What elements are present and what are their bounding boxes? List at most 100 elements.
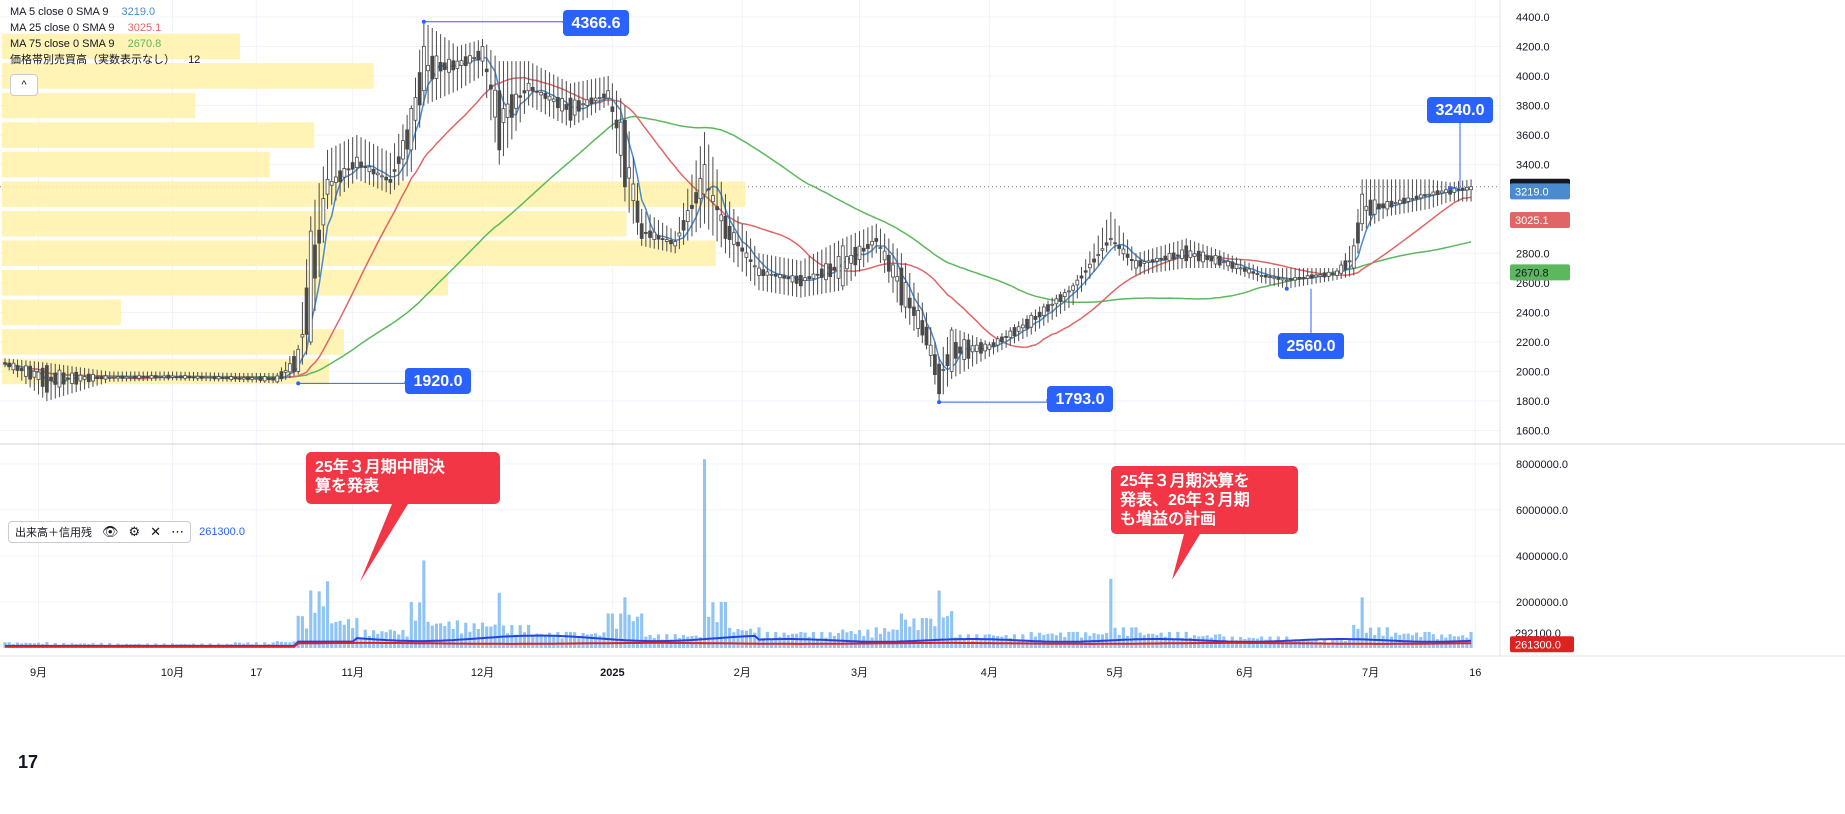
volume-profile-band [2,122,315,148]
candle [690,174,694,237]
candle [1293,268,1297,288]
collapse-legend-button[interactable]: ^ [10,74,38,96]
candle [1301,268,1306,286]
candle-body [560,98,564,112]
candle [1318,268,1323,283]
candle [116,371,120,382]
candle-body [438,62,443,72]
candle-body [321,198,326,226]
ma75-tag: 2670.8 [1510,264,1570,281]
candle [1113,218,1117,251]
candle-body [895,276,900,282]
candle [845,236,849,286]
callout-anchor [1448,186,1453,191]
candle-body [380,175,384,178]
volume-bar [1121,627,1125,648]
volume-bar [585,634,589,648]
volume-bar [1368,627,1373,648]
candle-body [1050,303,1055,306]
candle [392,143,397,190]
candle-body [1108,238,1113,240]
volume-bar [275,641,279,648]
volume-bar [795,633,799,648]
candle-body [32,370,37,378]
more-icon[interactable]: ⋯ [171,524,185,539]
volume-bar [1033,636,1037,648]
volume-bar [1272,641,1276,648]
candle-body [769,273,774,276]
volume-legend-label: 出来高＋信用残 [15,527,92,539]
candle [752,245,757,286]
volume-bar [975,634,979,648]
candle-body [945,354,950,367]
candle-body [426,65,430,72]
volume-bar [610,613,614,648]
candle-body [1234,264,1239,269]
volume-legend-box[interactable]: 出来高＋信用残 👁 ⚙ ✕ ⋯ [8,521,192,543]
candle [1108,211,1113,246]
volume-bar [857,630,862,648]
candle-body [1058,294,1063,302]
candle-body [912,306,916,316]
close-icon[interactable]: ✕ [150,524,162,539]
candle-body [962,339,967,360]
volume-bar [916,630,920,648]
candle [962,332,967,372]
candle [539,67,544,113]
candle-body [367,166,372,173]
candle [1142,250,1147,275]
candle-body [7,362,12,368]
candle [958,330,962,374]
candle [19,359,24,381]
candle-body [1222,261,1226,264]
candle-body [878,247,883,249]
price-tick-label: 3600.0 [1516,130,1550,142]
candle-body [237,377,242,380]
legend-ma75[interactable]: MA 75 close 0 SMA 9 2670.8 [10,36,200,52]
candle-body [1171,252,1176,260]
candle-body [430,55,435,80]
candle [220,372,225,382]
candle [782,257,786,295]
candle [1205,245,1210,269]
candle-body [49,376,53,381]
volume-tag-red: 261300.0 [1510,636,1574,653]
volume-bar [594,633,598,648]
candle-body [1054,298,1059,305]
volume-bar [899,613,903,648]
candle-body [530,87,535,92]
candle [1469,179,1473,202]
time-tick-label: 6月 [1236,667,1253,679]
candle-body [1339,264,1344,274]
callout-box [1278,333,1344,359]
candle [1372,179,1377,224]
candle [422,21,426,106]
candle-body [899,267,904,306]
eye-icon[interactable]: 👁 [102,524,119,539]
candle [380,148,384,191]
candle-body [614,119,619,129]
candle [1167,243,1172,271]
candle [342,141,347,193]
candle [1029,312,1034,335]
candle-body [1142,261,1147,264]
candle [78,367,83,391]
volume-tick-label: 2000000.0 [1516,597,1568,609]
candle-body [459,60,464,66]
candle [1163,244,1168,272]
candle [514,61,518,131]
candle-body [1226,260,1230,267]
candle-body [1242,267,1247,272]
candle [1083,259,1088,286]
legend-volume-profile[interactable]: 価格帯別売買高（実数表示なし） 12 [10,52,200,68]
candle-body [832,266,837,271]
gear-icon[interactable]: ⚙ [128,524,141,539]
candle-body [673,241,678,247]
candle [463,43,468,86]
legend-ma25[interactable]: MA 25 close 0 SMA 9 3025.1 [10,20,200,36]
candle [786,258,791,296]
volume-bar [757,627,761,648]
legend-ma5[interactable]: MA 5 close 0 SMA 9 3219.0 [10,4,200,20]
candle-body [91,374,95,382]
